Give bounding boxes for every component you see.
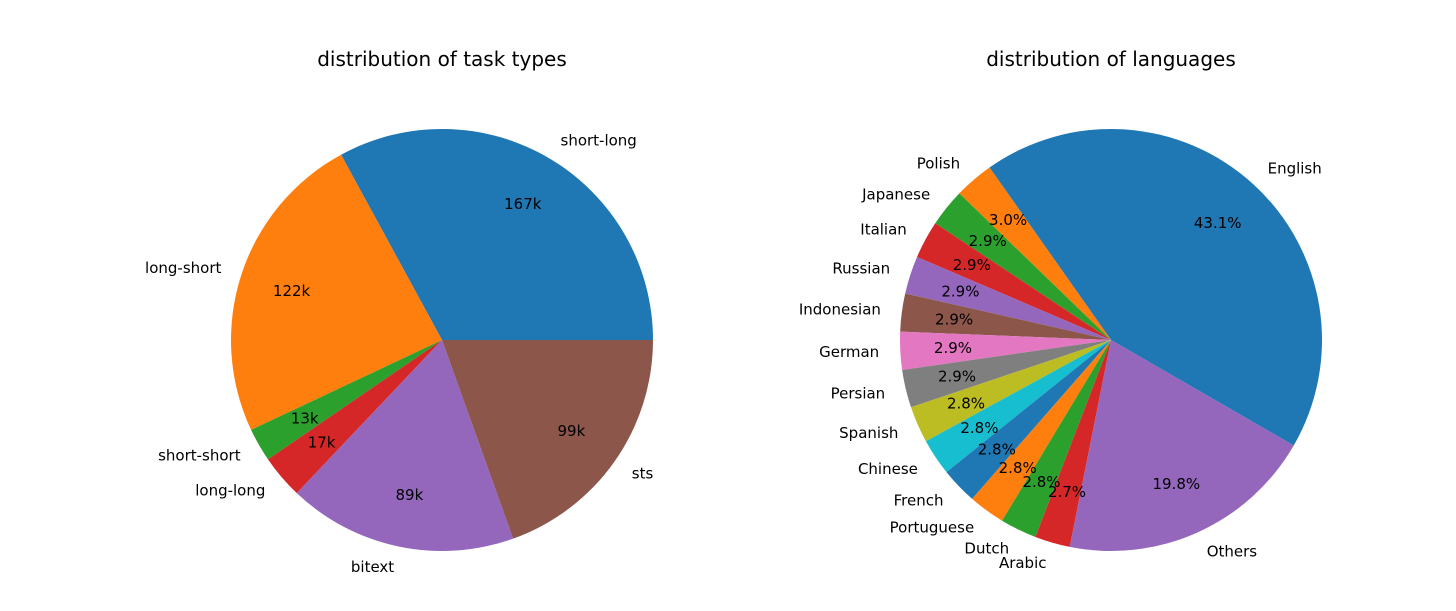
- task-type-value-long-short: 122k: [273, 282, 311, 300]
- task-type-label-short-long: short-long: [561, 131, 637, 149]
- language-label-italian: Italian: [860, 221, 907, 239]
- language-wedge-polish: [959, 167, 1111, 340]
- task-type-value-long-long: 17k: [308, 434, 336, 452]
- task-types-chart-title: distribution of task types: [317, 47, 567, 71]
- language-label-indonesian: Indonesian: [799, 301, 881, 319]
- language-wedge-italian: [917, 223, 1111, 340]
- task-type-wedge-short-short: [251, 340, 442, 460]
- task-type-value-short-long: 167k: [504, 195, 542, 213]
- task-type-label-bitext: bitext: [351, 558, 394, 576]
- language-wedge-french: [946, 340, 1111, 499]
- language-label-japanese: Japanese: [861, 186, 930, 204]
- language-wedge-indonesian: [900, 293, 1111, 340]
- language-wedge-chinese: [925, 340, 1111, 473]
- task-type-value-sts: 99k: [558, 422, 586, 440]
- language-value-persian: 2.9%: [938, 368, 976, 386]
- language-label-russian: Russian: [832, 260, 890, 278]
- language-value-japanese: 2.9%: [969, 232, 1007, 250]
- language-label-dutch: Dutch: [964, 540, 1009, 558]
- task-type-wedge-long-long: [267, 340, 442, 494]
- task-types-labels: short-long 167k long-short 122k short-short 1…: [145, 131, 653, 576]
- task-type-label-long-long: long-long: [195, 482, 265, 500]
- language-value-french: 2.8%: [978, 441, 1016, 459]
- language-wedge-english: [989, 129, 1322, 446]
- language-wedge-german: [900, 331, 1111, 370]
- language-label-english: English: [1268, 160, 1322, 178]
- language-value-dutch: 2.8%: [1022, 473, 1060, 491]
- task-type-value-bitext: 89k: [396, 486, 424, 504]
- language-value-others: 19.8%: [1152, 475, 1200, 493]
- task-type-wedge-short-long: [341, 128, 653, 340]
- language-value-english: 43.1%: [1194, 214, 1242, 232]
- language-label-chinese: Chinese: [858, 460, 918, 478]
- language-value-russian: 2.9%: [941, 282, 979, 300]
- language-label-persian: Persian: [831, 385, 886, 403]
- language-value-spanish: 2.8%: [947, 395, 985, 413]
- language-label-spanish: Spanish: [839, 424, 898, 442]
- languages-chart-title: distribution of languages: [986, 47, 1236, 71]
- task-types-pie-chart: distribution of task types short-long 167…: [145, 47, 653, 576]
- language-wedge-persian: [902, 340, 1111, 408]
- task-type-wedge-long-short: [230, 154, 442, 430]
- language-label-polish: Polish: [917, 155, 960, 173]
- language-label-arabic: Arabic: [999, 554, 1047, 572]
- task-type-label-short-short: short-short: [158, 446, 241, 464]
- language-wedge-arabic: [1035, 340, 1111, 547]
- languages-pie-chart: distribution of languages English 43.1% Po…: [799, 47, 1322, 572]
- task-type-wedge-sts: [442, 340, 654, 539]
- language-label-french: French: [894, 492, 944, 510]
- task-type-value-short-short: 13k: [291, 410, 319, 428]
- language-wedge-spanish: [911, 340, 1111, 442]
- task-types-wedges: [230, 128, 654, 552]
- language-label-portuguese: Portuguese: [890, 519, 975, 537]
- language-label-german: German: [819, 343, 879, 361]
- language-wedge-portuguese: [972, 340, 1111, 521]
- language-wedge-others: [1069, 340, 1294, 551]
- language-wedge-dutch: [1002, 340, 1111, 537]
- language-label-others: Others: [1207, 542, 1258, 560]
- language-value-polish: 3.0%: [989, 211, 1027, 229]
- language-value-portuguese: 2.8%: [999, 459, 1037, 477]
- language-value-indonesian: 2.9%: [935, 310, 973, 328]
- task-type-label-long-short: long-short: [145, 259, 221, 277]
- languages-labels: English 43.1% Polish 3.0% Japanese 2.9% Italia…: [799, 155, 1322, 572]
- language-value-arabic: 2.7%: [1048, 483, 1086, 501]
- languages-wedges: [900, 129, 1322, 551]
- language-wedge-japanese: [935, 193, 1111, 340]
- language-wedge-russian: [905, 257, 1111, 340]
- language-value-german: 2.9%: [934, 339, 972, 357]
- language-value-italian: 2.9%: [953, 256, 991, 274]
- task-type-label-sts: sts: [632, 465, 654, 483]
- language-value-chinese: 2.8%: [960, 419, 998, 437]
- task-type-wedge-bitext: [296, 340, 514, 552]
